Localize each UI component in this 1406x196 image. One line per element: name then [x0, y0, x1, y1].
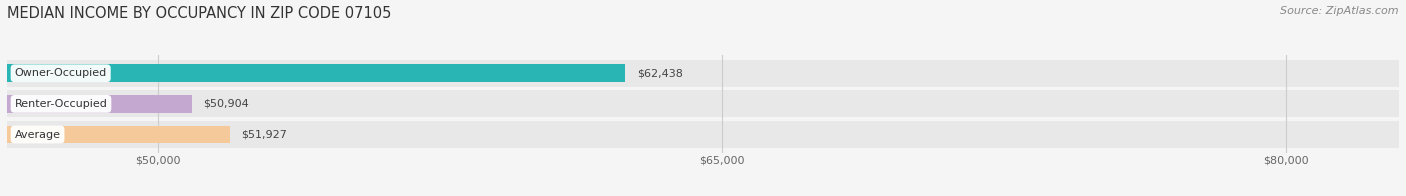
Text: $51,927: $51,927 [242, 130, 287, 140]
Text: Source: ZipAtlas.com: Source: ZipAtlas.com [1281, 6, 1399, 16]
Text: Owner-Occupied: Owner-Occupied [14, 68, 107, 78]
Bar [7, 95, 191, 113]
Bar [7, 60, 1399, 87]
Bar [7, 126, 231, 143]
Text: $50,904: $50,904 [202, 99, 249, 109]
Text: Average: Average [14, 130, 60, 140]
Bar [7, 90, 1399, 117]
Bar [7, 121, 1399, 148]
Text: Renter-Occupied: Renter-Occupied [14, 99, 107, 109]
Bar [7, 64, 626, 82]
Text: $62,438: $62,438 [637, 68, 682, 78]
Text: MEDIAN INCOME BY OCCUPANCY IN ZIP CODE 07105: MEDIAN INCOME BY OCCUPANCY IN ZIP CODE 0… [7, 6, 391, 21]
